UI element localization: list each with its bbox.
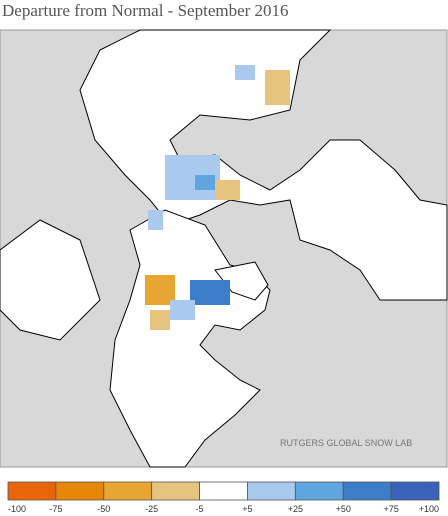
- credit: RUTGERS GLOBAL SNOW LAB: [280, 438, 412, 448]
- cell: [265, 70, 290, 105]
- legend: -100 -75 -50 -25 -5 +5 +25 +50 +75 +100: [7, 481, 440, 514]
- snow-anomaly-cells: [145, 65, 290, 330]
- cell: [215, 180, 240, 200]
- legend-swatch: [7, 481, 57, 501]
- cell: [235, 65, 255, 80]
- cell: [190, 280, 230, 305]
- legend-label: -100: [8, 504, 26, 514]
- legend-swatch: [151, 481, 200, 501]
- legend-label: -25: [145, 504, 158, 514]
- legend-label: +25: [288, 504, 303, 514]
- legend-label: -50: [97, 504, 110, 514]
- legend-swatch: [103, 481, 153, 501]
- cell: [148, 210, 163, 230]
- legend-label: +75: [383, 504, 398, 514]
- legend-label: -75: [49, 504, 62, 514]
- eurasia: [79, 29, 448, 301]
- cell: [170, 300, 195, 320]
- legend-swatch: [294, 481, 344, 501]
- legend-label: +50: [336, 504, 351, 514]
- land: [0, 29, 448, 468]
- legend-swatch: [199, 481, 248, 501]
- cell: [195, 175, 215, 190]
- title: Departure from Normal - September 2016: [2, 1, 289, 20]
- legend-label: +100: [419, 504, 439, 514]
- legend-swatch: [55, 481, 105, 501]
- legend-swatch: [342, 481, 392, 501]
- cell: [150, 310, 170, 330]
- legend-label: +5: [242, 504, 252, 514]
- europe-east: [0, 219, 101, 341]
- legend-swatch: [390, 481, 440, 501]
- legend-label: -5: [196, 504, 204, 514]
- legend-swatch: [247, 481, 296, 501]
